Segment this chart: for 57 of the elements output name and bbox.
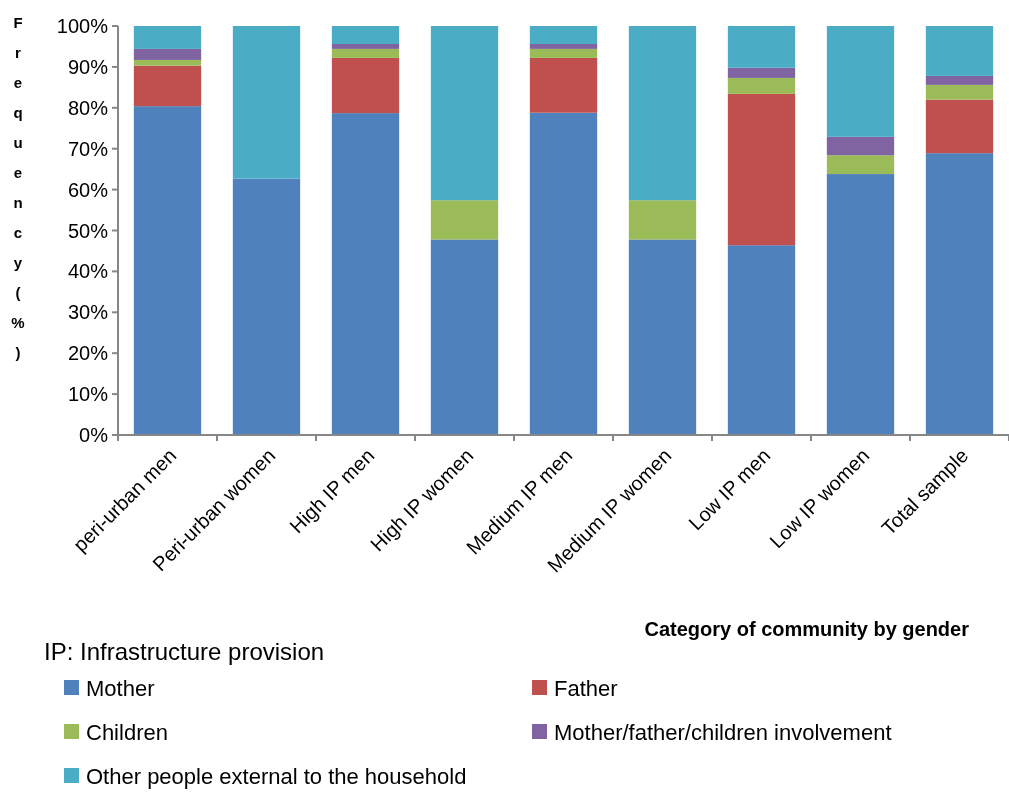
legend-label: Father [554,675,618,701]
y-tick-label: 0% [79,424,109,446]
bar [133,59,202,66]
bar [232,178,301,435]
legend-label: Children [86,719,168,745]
bar [727,26,796,68]
bar [727,245,796,435]
y-tick-label: 60% [67,178,109,201]
legend-label: Other people external to the household [86,763,467,789]
bar [430,200,499,240]
text: IP: Infrastructure provision [44,638,325,665]
bar [628,26,697,201]
bar [628,239,697,435]
x-tick-label: Low IP men [684,444,775,535]
y-tick-label: 100% [56,15,109,37]
text: Frequency (%) [11,14,25,361]
bar [232,26,301,179]
bar [133,48,202,60]
bar [925,84,994,100]
y-tick-label: 90% [67,55,109,78]
legend-label: Mother/father/children involvement [554,719,892,745]
bar [529,44,598,49]
bar [331,44,400,49]
bar [925,26,994,76]
bar [430,26,499,201]
y-tick-label: 70% [67,137,109,160]
y-tick-label: 40% [67,260,109,283]
bar [331,113,400,435]
bar [925,99,994,154]
x-axis-title: Category of community by gender [644,618,970,640]
bar [133,106,202,435]
y-tick-label: 20% [67,342,109,365]
legend-label: Mother [86,675,155,701]
y-tick-label: 30% [67,301,109,324]
bar [133,65,202,107]
bar [529,112,598,435]
bar [925,153,994,435]
bar [529,26,598,44]
bar [727,93,796,246]
bar [133,26,202,49]
bar [331,26,400,44]
bar [727,77,796,94]
bar [826,155,895,175]
y-tick-label: 10% [67,383,109,406]
bar [826,136,895,156]
bar [331,57,400,114]
y-tick-label: 80% [67,96,109,119]
bar [727,67,796,78]
bar [826,174,895,435]
bar [331,48,400,58]
bar [430,239,499,435]
bar [529,48,598,58]
bar [628,200,697,240]
bar [925,75,994,85]
y-tick-label: 50% [67,219,109,242]
bar [529,57,598,113]
bar [826,26,895,137]
